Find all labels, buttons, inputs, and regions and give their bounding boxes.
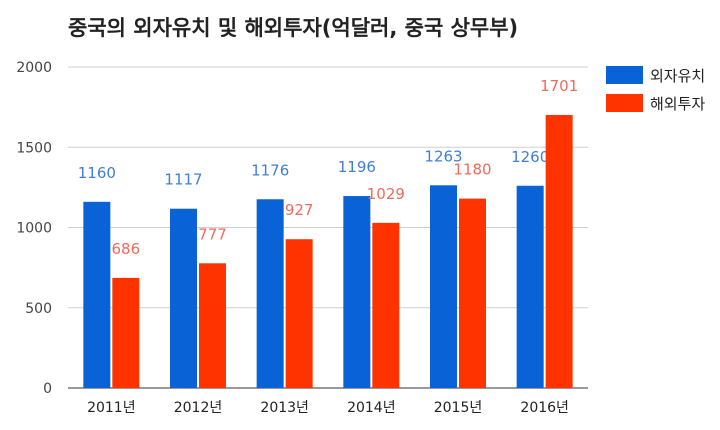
bar xyxy=(545,114,573,388)
y-tick-label: 500 xyxy=(25,301,52,317)
bar xyxy=(170,208,197,388)
data-label: 927 xyxy=(285,201,314,219)
bar xyxy=(285,239,313,388)
x-tick-label: 2013년 xyxy=(260,400,309,416)
bar xyxy=(430,185,457,388)
y-tick-label: 1500 xyxy=(16,140,52,156)
y-tick-label: 0 xyxy=(43,381,52,397)
x-tick-label: 2012년 xyxy=(174,400,223,416)
chart-title: 중국의 외자유치 및 해외투자(억달러, 중국 상무부) xyxy=(68,16,519,40)
x-tick-label: 2011년 xyxy=(87,400,136,416)
data-label: 1260 xyxy=(511,148,549,166)
x-tick-label: 2015년 xyxy=(434,400,483,416)
legend-swatch xyxy=(606,94,643,112)
bar xyxy=(83,201,111,388)
data-label: 777 xyxy=(198,225,227,243)
bar xyxy=(516,185,544,388)
data-label: 1196 xyxy=(338,158,376,176)
bar xyxy=(199,263,226,388)
legend-label: 외자유치 xyxy=(650,67,705,85)
data-label: 1263 xyxy=(424,147,462,165)
y-tick-label: 1000 xyxy=(16,221,52,237)
data-label: 1701 xyxy=(540,77,578,95)
data-label: 1117 xyxy=(164,171,202,189)
x-tick-label: 2016년 xyxy=(520,400,569,416)
x-tick-label: 2014년 xyxy=(347,400,396,416)
data-label: 1180 xyxy=(453,161,491,179)
legend-swatch xyxy=(606,66,643,84)
bar xyxy=(256,199,284,388)
y-tick-label: 2000 xyxy=(16,60,52,76)
data-label: 686 xyxy=(112,240,141,258)
bar xyxy=(372,222,400,388)
data-label: 1029 xyxy=(367,185,405,203)
legend-label: 해외투자 xyxy=(650,95,705,113)
bar xyxy=(459,198,486,388)
bar xyxy=(112,277,140,388)
data-label: 1176 xyxy=(251,161,289,179)
data-label: 1160 xyxy=(78,164,116,182)
bar xyxy=(343,196,371,388)
